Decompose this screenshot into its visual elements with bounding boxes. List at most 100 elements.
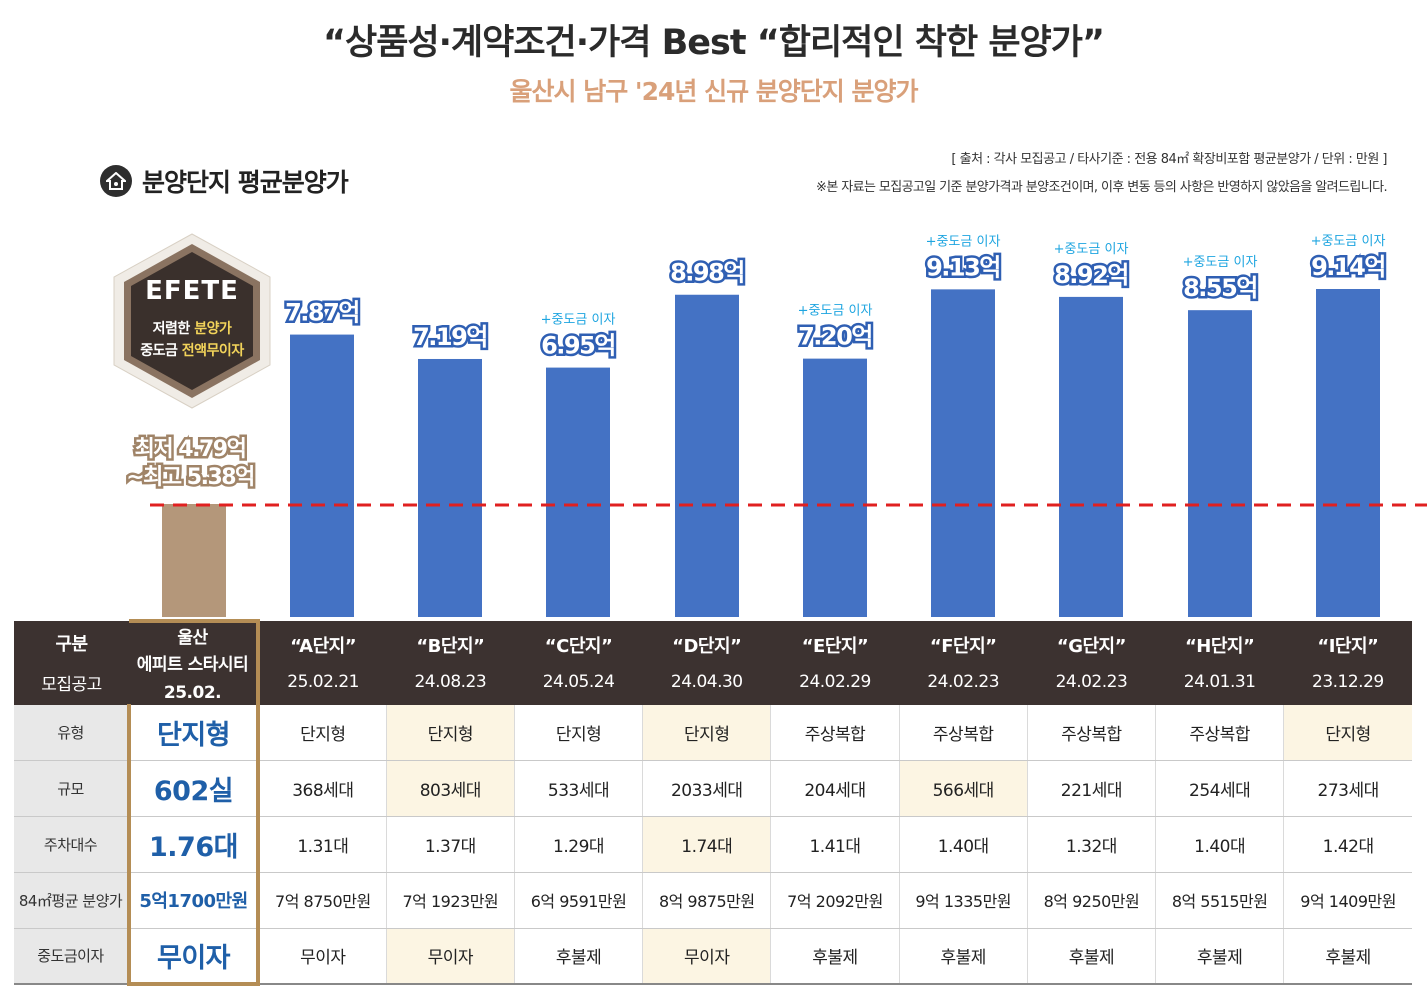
- complex-price-cell: 9억 1335만원: [898, 872, 1028, 929]
- complex-type-cell: 주상복합: [1155, 704, 1284, 761]
- complex-interest-cell: 후불제: [898, 928, 1028, 985]
- complex-price-cell: 6억 9591만원: [513, 872, 643, 929]
- bar-note-label: +중도금 이자: [1311, 234, 1386, 249]
- bar-note-label: +중도금 이자: [798, 304, 873, 319]
- complex-name: “F단지”: [929, 636, 997, 658]
- complex-scale-cell: 254세대: [1155, 760, 1284, 817]
- badge-line2: 중도금 전액무이자: [140, 343, 244, 359]
- complex-header: “A단지” 25.02.21: [258, 621, 387, 705]
- complex-type-cell: 단지형: [1283, 704, 1412, 761]
- ours-interest: 무이자: [127, 928, 260, 986]
- bar-value-label: 7.20억: [798, 323, 872, 351]
- comparison-table: 구분 모집공고 울산 에피트 스타시티 25.02. “A단지” 25.02.21 “B단…: [14, 619, 1412, 986]
- complex-date: 25.02.21: [287, 672, 359, 693]
- efete-badge: [113, 233, 271, 409]
- bar-chart: 7.87억 7.19억 6.95억 +중도금 이자 8.98억 7.20억 +중도금 이자 9…: [124, 234, 1427, 617]
- efete-badge-text: EFETE 저렴한 분양가 중도금 전액무이자: [112, 232, 272, 410]
- complex-scale-cell: 2033세대: [642, 760, 771, 817]
- complex-interest-cell: 무이자: [642, 928, 771, 985]
- source-note: [ 출처 : 각사 모집공고 / 타사기준 : 전용 84㎡ 확장비포함 평균분…: [951, 152, 1387, 167]
- complex-type-cell: 단지형: [642, 704, 771, 761]
- complex-header: “F단지” 24.02.23: [899, 621, 1028, 705]
- complex-type-cell: 주상복합: [770, 704, 900, 761]
- complex-date: 23.12.29: [1312, 672, 1384, 693]
- page-subtitle: 울산시 남구 '24년 신규 분양단지 분양가: [509, 77, 919, 106]
- bar: [1316, 289, 1380, 617]
- bar-note-label: +중도금 이자: [541, 313, 616, 328]
- bar: [290, 334, 354, 617]
- complex-name: “C단지”: [544, 636, 613, 658]
- complex-interest-cell: 무이자: [385, 928, 515, 985]
- page-title: “상품성·계약조건·가격 Best “합리적인 착한 분양가”: [323, 23, 1105, 63]
- complex-name: “D단지”: [672, 636, 742, 658]
- row-label-interest: 중도금이자: [14, 928, 129, 985]
- bar-value-label: 9.13억: [926, 253, 1000, 281]
- bar-value-label: 7.87억: [285, 299, 359, 327]
- complex-price-cell: 7억 1923만원: [385, 872, 515, 929]
- complex-scale-cell: 273세대: [1283, 760, 1412, 817]
- complex-name: “I단지”: [1317, 636, 1379, 658]
- bar: [803, 358, 867, 617]
- bar-value-label: 9.14억: [1311, 253, 1385, 281]
- complex-type-cell: 단지형: [513, 704, 643, 761]
- disclaimer: ※본 자료는 모집공고일 기준 분양가격과 분양조건이며, 이후 변동 등의 사…: [816, 180, 1388, 195]
- complex-scale-cell: 566세대: [898, 760, 1028, 817]
- ours-parking: 1.76대: [127, 816, 260, 873]
- complex-parking-cell: 1.42대: [1283, 816, 1412, 873]
- complex-parking-cell: 1.41대: [770, 816, 900, 873]
- complex-type-cell: 단지형: [257, 704, 387, 761]
- complex-parking-cell: 1.40대: [1155, 816, 1284, 873]
- bar-value-label: 8.55억: [1183, 274, 1257, 302]
- complex-header: “D단지” 24.04.30: [642, 621, 771, 705]
- complex-type-cell: 주상복합: [1026, 704, 1156, 761]
- bar-note-label: +중도금 이자: [926, 234, 1001, 249]
- bar: [1059, 296, 1123, 617]
- complex-interest-cell: 후불제: [1155, 928, 1284, 985]
- complex-date: 24.08.23: [414, 672, 487, 693]
- bar: [931, 289, 995, 617]
- ours-type: 단지형: [127, 704, 260, 761]
- complex-date: 24.01.31: [1183, 672, 1256, 693]
- complex-price-cell: 9억 1409만원: [1283, 872, 1412, 929]
- section-title: 분양단지 평균분양가: [142, 168, 349, 197]
- complex-price-cell: 8억 9250만원: [1026, 872, 1156, 929]
- complex-header: “E단지” 24.02.29: [770, 621, 900, 705]
- section-heading: 분양단지 평균분양가: [100, 163, 349, 199]
- complex-interest-cell: 후불제: [1026, 928, 1156, 985]
- complex-parking-cell: 1.32대: [1026, 816, 1156, 873]
- complex-price-cell: 7억 8750만원: [257, 872, 387, 929]
- home-icon: [100, 165, 132, 197]
- complex-parking-cell: 1.29대: [513, 816, 643, 873]
- complex-date: 24.05.24: [542, 672, 615, 693]
- complex-header: “B단지” 24.08.23: [386, 621, 515, 705]
- complex-interest-cell: 후불제: [770, 928, 900, 985]
- complex-parking-cell: 1.31대: [257, 816, 387, 873]
- badge-line1: 저렴한 분양가: [152, 321, 232, 337]
- complex-header: “H단지” 24.01.31: [1155, 621, 1284, 705]
- complex-scale-cell: 533세대: [513, 760, 643, 817]
- complex-header: “C단지” 24.05.24: [514, 621, 643, 705]
- complex-scale-cell: 803세대: [385, 760, 515, 817]
- bar-value-label: 8.92억: [1054, 261, 1128, 289]
- row-label-type: 유형: [14, 704, 129, 761]
- complex-parking-cell: 1.74대: [642, 816, 771, 873]
- bar: [675, 294, 739, 617]
- complex-header: “I단지” 23.12.29: [1283, 621, 1412, 705]
- complex-type-cell: 단지형: [385, 704, 515, 761]
- complex-parking-cell: 1.40대: [898, 816, 1028, 873]
- complex-header: “G단지” 24.02.23: [1027, 621, 1156, 705]
- ours-range-label: ~최고 5.38억: [126, 465, 254, 490]
- row-label-scale: 규모: [14, 760, 129, 817]
- complex-price-cell: 8억 9875만원: [642, 872, 771, 929]
- ours-header: 울산 에피트 스타시티 25.02.: [129, 619, 260, 705]
- complex-date: 24.02.23: [1055, 672, 1128, 693]
- complex-name: “G단지”: [1056, 636, 1127, 658]
- complex-interest-cell: 후불제: [513, 928, 643, 985]
- badge-brand: EFETE: [145, 276, 239, 306]
- bar-value-label: 7.19억: [413, 323, 487, 351]
- ours-scale: 602실: [127, 760, 260, 817]
- bar-value-label: 6.95억: [541, 332, 615, 360]
- complex-price-cell: 8억 5515만원: [1155, 872, 1284, 929]
- ours-price: 5억1700만원: [127, 872, 260, 929]
- bar: [546, 367, 610, 617]
